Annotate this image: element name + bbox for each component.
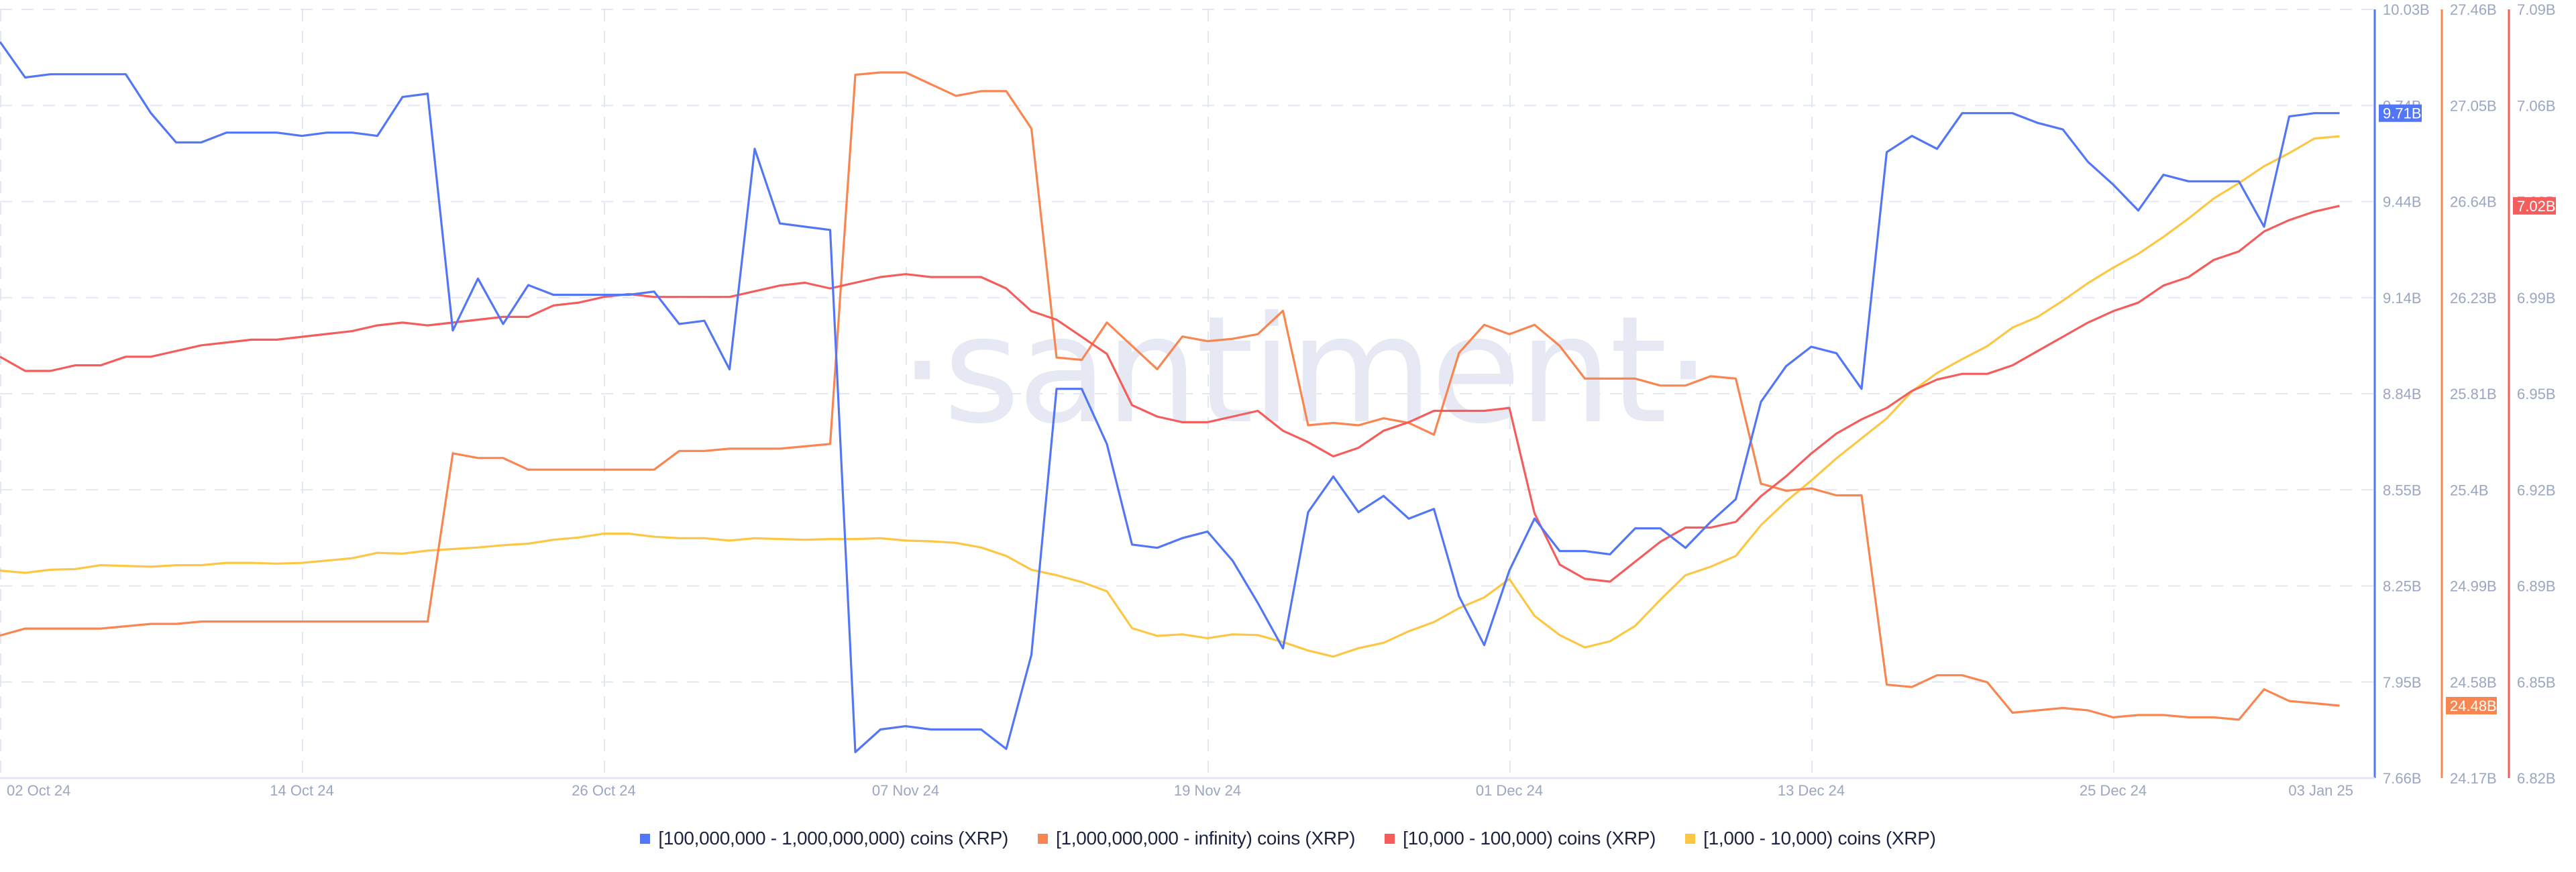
series-line[interactable]: [0, 205, 2340, 583]
y-tick-label: 8.55B: [2383, 482, 2422, 498]
y-tick-label: 6.95B: [2517, 386, 2556, 402]
x-tick-label: 19 Nov 24: [1174, 782, 1241, 799]
y-tick-label: 27.46B: [2450, 1, 2497, 18]
y-tick-label: 8.25B: [2383, 578, 2422, 595]
orange-last-value-badge: [2446, 697, 2497, 715]
y-tick-label: 24.58B: [2450, 674, 2497, 691]
y-tick-label: 9.44B: [2383, 194, 2422, 211]
y-tick-label: 6.89B: [2517, 578, 2556, 595]
last-value-badges: 9.71B 24.48B 7.02B: [2379, 104, 2556, 715]
series-lines: [0, 41, 2340, 753]
y-tick-label: 8.84B: [2383, 386, 2422, 402]
legend-swatch-red-icon: [1385, 833, 1395, 844]
x-axis: 02 Oct 24 14 Oct 24 26 Oct 24 07 Nov 24 19 N…: [0, 777, 2375, 799]
y-tick-label: 6.92B: [2517, 482, 2556, 498]
x-tick-label: 02 Oct 24: [7, 782, 70, 799]
y-tick-label: 7.09B: [2517, 1, 2556, 18]
y-tick-label: 10.03B: [2383, 1, 2430, 18]
y-tick-label: 25.4B: [2450, 482, 2489, 498]
x-tick-label: 03 Jan 25: [2288, 782, 2353, 799]
santiment-watermark: ·santiment·: [899, 284, 1709, 456]
y-tick-label: 24.17B: [2450, 770, 2497, 787]
legend-item-1k-10k[interactable]: [1,000 - 10,000) coins (XRP): [1685, 828, 1936, 849]
x-tick-label: 14 Oct 24: [270, 782, 333, 799]
series-line[interactable]: [0, 41, 2340, 753]
legend-label: [1,000 - 10,000) coins (XRP): [1703, 828, 1936, 849]
y-tick-label: 7.95B: [2383, 674, 2422, 691]
legend-swatch-orange-icon: [1037, 833, 1048, 844]
legend-item-100m-1b[interactable]: [100,000,000 - 1,000,000,000) coins (XRP…: [640, 828, 1008, 849]
y-tick-label: 26.23B: [2450, 290, 2497, 307]
y-tick-label: 9.14B: [2383, 290, 2422, 307]
y-tick-label: 6.82B: [2517, 770, 2556, 787]
badge-value: 9.71B: [2383, 105, 2422, 122]
badge-value: 7.02B: [2517, 198, 2556, 215]
y-tick-label: 6.99B: [2517, 290, 2556, 307]
x-tick-label: 26 Oct 24: [572, 782, 635, 799]
series-line[interactable]: [0, 135, 2340, 658]
x-tick-label: 01 Dec 24: [1476, 782, 1543, 799]
red-last-value-badge: [2513, 197, 2556, 215]
badge-value: 24.48B: [2450, 698, 2497, 714]
legend-swatch-yellow-icon: [1685, 833, 1696, 844]
legend-swatch-blue-icon: [640, 833, 651, 844]
legend-label: [10,000 - 100,000) coins (XRP): [1403, 828, 1656, 849]
x-tick-label: 25 Dec 24: [2080, 782, 2147, 799]
y-tick-label: 25.81B: [2450, 386, 2497, 402]
y-tick-label: 6.85B: [2517, 674, 2556, 691]
legend-label: [100,000,000 - 1,000,000,000) coins (XRP…: [658, 828, 1008, 849]
y-tick-label: 7.06B: [2517, 97, 2556, 114]
legend-item-1b-infinity[interactable]: [1,000,000,000 - infinity) coins (XRP): [1037, 828, 1356, 849]
y-tick-label: 26.64B: [2450, 194, 2497, 211]
y-tick-label: 7.66B: [2383, 770, 2422, 787]
chart-legend: [100,000,000 - 1,000,000,000) coins (XRP…: [0, 824, 2576, 853]
y-axes: 10.03B9.74B9.44B9.14B8.84B8.55B8.25B7.95…: [2373, 1, 2556, 787]
legend-item-10k-100k[interactable]: [10,000 - 100,000) coins (XRP): [1385, 828, 1656, 849]
y-tick-label: 24.99B: [2450, 578, 2497, 595]
series-line[interactable]: [0, 71, 2340, 721]
legend-label: [1,000,000,000 - infinity) coins (XRP): [1055, 828, 1356, 849]
blue-last-value-badge: [2379, 104, 2422, 122]
line-chart[interactable]: ·santiment· 10.03B9.74B9.44B9.14B8.84B8.…: [0, 0, 2576, 818]
x-tick-label: 13 Dec 24: [1778, 782, 1845, 799]
y-tick-label: 27.05B: [2450, 97, 2497, 114]
x-tick-label: 07 Nov 24: [872, 782, 939, 799]
